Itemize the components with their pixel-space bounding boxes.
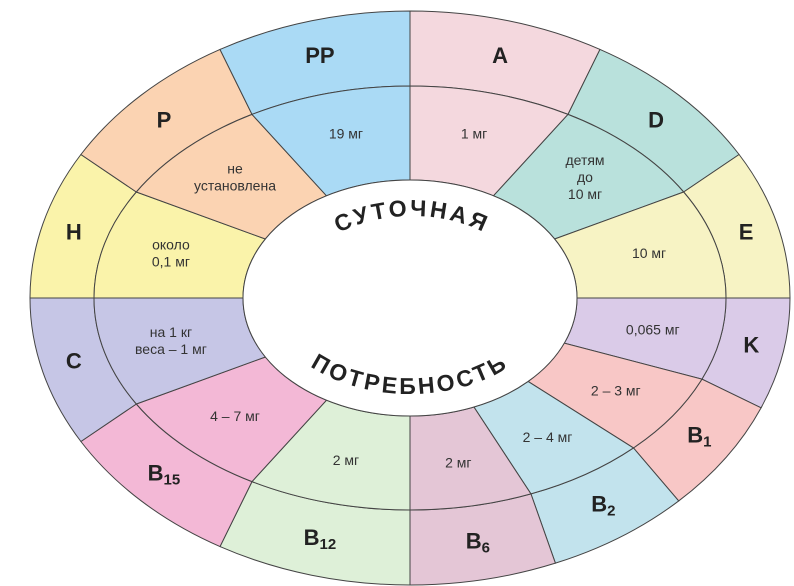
vitamin-subscript: 1 (703, 434, 711, 451)
dose-text: до (577, 169, 593, 185)
vitamin-letter: H (66, 219, 82, 244)
vitamin-letter: PP (305, 43, 334, 68)
vitamin-letter: B (148, 460, 164, 485)
vitamin-name: A (492, 43, 508, 68)
dose-text: 1 мг (461, 125, 487, 141)
dose-text: детям (565, 152, 604, 168)
dose-text: 19 мг (329, 125, 363, 141)
dose-text: 10 мг (632, 245, 666, 261)
dose-text: 4 – 7 мг (210, 408, 260, 424)
dose-text: 2 – 3 мг (591, 383, 641, 399)
vitamin-name: B15 (148, 460, 181, 488)
dose-text: на 1 кг (150, 324, 192, 340)
dose-text: 10 мг (568, 186, 602, 202)
vitamin-letter: B (687, 422, 703, 447)
vitamin-subscript: 2 (607, 502, 615, 519)
vitamin-name: P (157, 107, 172, 132)
vitamin-letter: B (304, 525, 320, 550)
vitamin-letter: K (743, 332, 759, 357)
vitamin-name: PP (305, 43, 334, 68)
vitamin-letter: D (648, 107, 664, 132)
vitamin-name: B2 (591, 491, 615, 519)
dose-text: 2 мг (445, 454, 471, 470)
dose-text: 2 – 4 мг (523, 429, 573, 445)
dose-text: 2 мг (333, 452, 359, 468)
vitamin-name: B12 (304, 525, 337, 553)
vitamin-name: C (66, 348, 82, 373)
dose-text: веса – 1 мг (135, 341, 207, 357)
vitamin-name: B1 (687, 422, 711, 450)
vitamin-letter: A (492, 43, 508, 68)
vitamin-subscript: 15 (164, 471, 181, 488)
vitamin-letter: B (466, 529, 482, 554)
vitamin-subscript: 6 (482, 540, 490, 557)
dose-text: около (152, 236, 190, 252)
vitamin-letter: E (739, 219, 754, 244)
center-circle (242, 179, 578, 417)
dose-text: 0,1 мг (152, 253, 190, 269)
vitamin-name: E (739, 219, 754, 244)
vitamin-name: H (66, 219, 82, 244)
vitamin-letter: B (591, 491, 607, 516)
vitamin-subscript: 12 (320, 536, 337, 553)
dose-text: не (227, 161, 243, 177)
vitamin-name: D (648, 107, 664, 132)
dose-text: установлена (194, 178, 276, 194)
vitamin-letter: P (157, 107, 172, 132)
vitamin-letter: C (66, 348, 82, 373)
dose-text: 0,065 мг (626, 322, 680, 338)
vitamin-name: K (743, 332, 759, 357)
vitamin-name: B6 (466, 529, 490, 557)
